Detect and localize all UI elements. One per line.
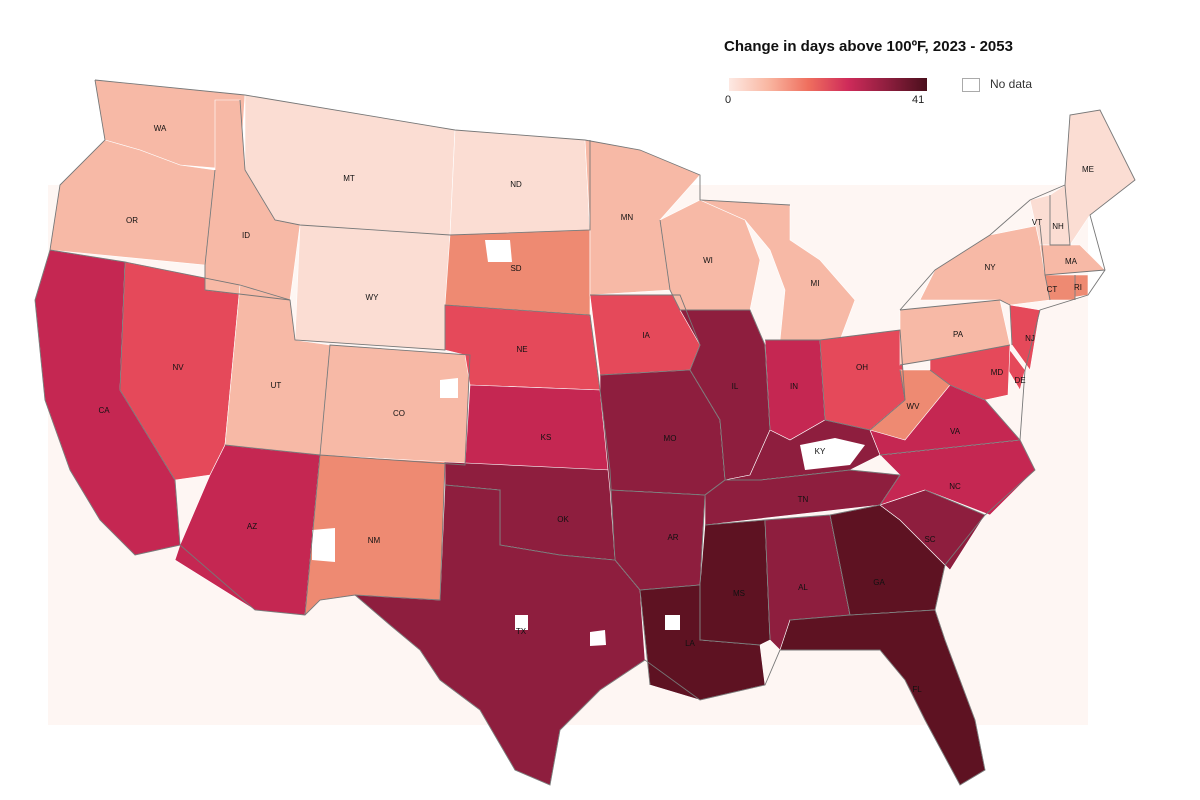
state-MS (699, 519, 771, 646)
label-MN: MN (621, 213, 634, 222)
label-CO: CO (393, 409, 405, 418)
state-borders (34, 79, 1136, 786)
label-IA: IA (642, 331, 650, 340)
label-WY: WY (366, 293, 380, 302)
no-data-patch (665, 615, 680, 630)
no-data-patch (515, 615, 528, 630)
state-CO (319, 344, 471, 466)
label-WI: WI (703, 256, 713, 265)
label-NJ: NJ (1025, 334, 1035, 343)
label-KY: KY (815, 447, 826, 456)
label-DE: DE (1014, 376, 1025, 385)
label-AR: AR (667, 533, 678, 542)
state-MT (244, 94, 456, 236)
label-MT: MT (343, 174, 355, 183)
label-OK: OK (557, 515, 569, 524)
label-SD: SD (510, 264, 521, 273)
label-MD: MD (991, 368, 1004, 377)
label-PA: PA (953, 330, 964, 339)
label-TX: TX (516, 627, 527, 636)
label-CA: CA (98, 406, 110, 415)
label-NH: NH (1052, 222, 1064, 231)
legend-min-label: 0 (725, 94, 732, 106)
label-RI: RI (1074, 283, 1082, 292)
state-FL (779, 609, 986, 786)
label-UT: UT (271, 381, 282, 390)
label-NC: NC (949, 482, 961, 491)
label-TN: TN (798, 495, 809, 504)
label-LA: LA (685, 639, 695, 648)
label-IL: IL (732, 382, 739, 391)
label-MI: MI (811, 279, 820, 288)
label-OH: OH (856, 363, 868, 372)
label-NV: NV (172, 363, 184, 372)
label-AL: AL (798, 583, 808, 592)
label-OR: OR (126, 216, 138, 225)
state-WY (294, 224, 451, 351)
label-GA: GA (873, 578, 885, 587)
label-ME: ME (1082, 165, 1094, 174)
no-data-patch (440, 378, 458, 398)
label-SC: SC (924, 535, 935, 544)
legend-color-scale (729, 78, 927, 91)
label-KS: KS (541, 433, 552, 442)
no-data-patch (312, 528, 335, 562)
label-MO: MO (664, 434, 677, 443)
label-WA: WA (154, 124, 167, 133)
label-NM: NM (368, 536, 381, 545)
no-data-patch (590, 630, 606, 646)
label-AZ: AZ (247, 522, 257, 531)
legend-max-label: 41 (912, 94, 925, 106)
label-MA: MA (1065, 257, 1078, 266)
legend-title: Change in days above 100ºF, 2023 - 2053 (724, 38, 1013, 55)
no-data-patches (312, 240, 865, 646)
label-CT: CT (1047, 285, 1058, 294)
no-data-patch (485, 240, 512, 262)
label-WV: WV (907, 402, 921, 411)
label-NE: NE (516, 345, 527, 354)
label-NY: NY (984, 263, 996, 272)
no-data-patch (800, 438, 865, 470)
state-ME (1064, 109, 1136, 246)
state-KS (464, 384, 611, 471)
no-data-swatch (962, 78, 980, 92)
label-VT: VT (1032, 218, 1042, 227)
label-IN: IN (790, 382, 798, 391)
state-regions (34, 79, 1136, 786)
label-ID: ID (242, 231, 250, 240)
label-FL: FL (912, 685, 922, 694)
label-MS: MS (733, 589, 745, 598)
label-VA: VA (950, 427, 961, 436)
no-data-label: No data (990, 77, 1033, 91)
state-labels: WA OR CA NV ID MT WY UT AZ CO NM ND SD N… (98, 124, 1094, 694)
label-ND: ND (510, 180, 522, 189)
